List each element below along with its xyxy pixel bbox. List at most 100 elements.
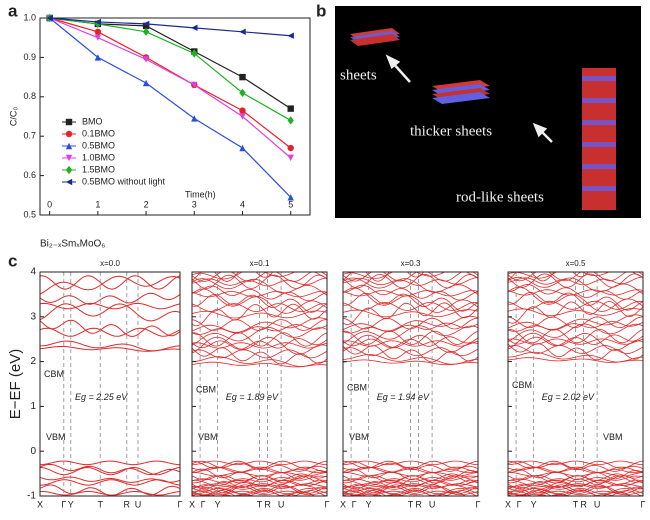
marker: [287, 32, 294, 39]
band-line: [192, 310, 327, 319]
plot-frame: [39, 271, 181, 497]
k-label: Y: [215, 499, 221, 509]
y-tick-label: 2: [30, 356, 36, 367]
y-tick-label: 0.5: [23, 209, 36, 219]
annotation: CBM: [512, 380, 532, 390]
band-line: [192, 475, 327, 483]
x-tick-label: 3: [192, 199, 197, 209]
series-line: [49, 17, 292, 110]
y-tick-label: 0.8: [23, 91, 36, 101]
k-label: T: [408, 499, 414, 509]
panel-label: a: [8, 1, 18, 20]
band-line: [343, 475, 478, 483]
marker: [287, 116, 294, 125]
band-line: [40, 460, 180, 466]
legend-label: 0.5BMO without light: [82, 176, 166, 186]
band-line: [192, 338, 327, 350]
legend-marker: [65, 178, 73, 186]
formula: Bi₂₋ₓSmₓMoO₆: [40, 239, 105, 250]
marker: [191, 115, 198, 122]
band-line: [192, 277, 327, 287]
marker: [239, 73, 246, 81]
band-line: [40, 463, 180, 475]
band-line: [192, 324, 327, 336]
marker: [94, 54, 102, 61]
band-line: [508, 466, 643, 473]
band-line: [40, 340, 180, 352]
marker: [142, 22, 150, 30]
x-tick-label: 0: [47, 199, 52, 209]
legend-label: 0.5BMO: [82, 140, 115, 150]
render-sheets: [350, 28, 616, 210]
band-line: [192, 475, 327, 490]
plot-frame: [191, 271, 328, 497]
marker: [287, 154, 294, 162]
plot-frame: [342, 271, 479, 497]
k-label: R: [415, 499, 422, 509]
series: 1.5BMO: [46, 13, 294, 174]
band-line: [40, 319, 180, 337]
marker: [191, 24, 198, 32]
band-line: [40, 302, 180, 310]
band-line: [343, 272, 478, 279]
legend-label: 0.1BMO: [82, 128, 115, 138]
band-line: [192, 487, 327, 495]
marker: [239, 113, 246, 120]
marker: [287, 105, 294, 112]
band-line: [508, 343, 643, 361]
marker: [239, 107, 246, 114]
subplot-title: x=0.0: [100, 259, 120, 268]
band-line: [192, 288, 327, 314]
marker: [239, 88, 246, 98]
annotation: CBM: [347, 382, 367, 392]
band-line: [192, 272, 327, 282]
k-label: Γ: [517, 499, 522, 509]
legend-marker: [65, 154, 73, 162]
k-label: X: [505, 499, 511, 509]
y-axis-label: C/C₀: [8, 107, 18, 126]
panel-label: c: [8, 251, 17, 270]
band-line: [40, 327, 180, 337]
k-label: U: [594, 499, 601, 509]
annotation: VBM: [603, 432, 623, 442]
band-line: [192, 342, 327, 349]
band-line: [343, 309, 478, 318]
series-line: [49, 17, 291, 37]
y-tick-label: 0.7: [23, 131, 36, 141]
x-tick-label: 2: [144, 199, 149, 209]
band-line: [343, 336, 478, 349]
subplot-title: x=0.1: [250, 259, 270, 268]
bands: [40, 272, 180, 496]
subplot-title: x=0.5: [566, 259, 586, 268]
annotation: Eg = 2.02 eV: [542, 392, 595, 402]
marker: [142, 56, 150, 63]
band-line: [40, 484, 180, 496]
k-label: Γ: [201, 499, 206, 509]
k-label: X: [340, 499, 346, 509]
band-line: [40, 275, 180, 290]
k-label: Y: [68, 499, 74, 509]
band-line: [343, 490, 478, 496]
band-line: [40, 292, 180, 305]
k-label: T: [257, 499, 263, 509]
legend-label: 1.5BMO: [82, 164, 115, 174]
band-line: [343, 347, 478, 357]
k-label: R: [264, 499, 271, 509]
marker: [287, 144, 294, 152]
subplot-title: x=0.3: [401, 259, 421, 268]
y-axis-label: E−EF (eV): [7, 349, 24, 419]
band-line: [508, 490, 643, 496]
band-line: [343, 277, 478, 286]
band-line: [508, 316, 643, 329]
band-line: [40, 346, 180, 352]
k-label: U: [135, 499, 142, 509]
series-line: [49, 17, 292, 121]
band-line: [343, 284, 478, 301]
legend-marker: [65, 118, 73, 126]
marker: [239, 144, 246, 152]
k-label: Γ: [178, 499, 183, 509]
render-label: rod-like sheets: [456, 189, 544, 205]
band-line: [508, 487, 643, 495]
annotation: VBM: [46, 432, 66, 442]
series: 0.5BMO without light: [46, 14, 294, 186]
